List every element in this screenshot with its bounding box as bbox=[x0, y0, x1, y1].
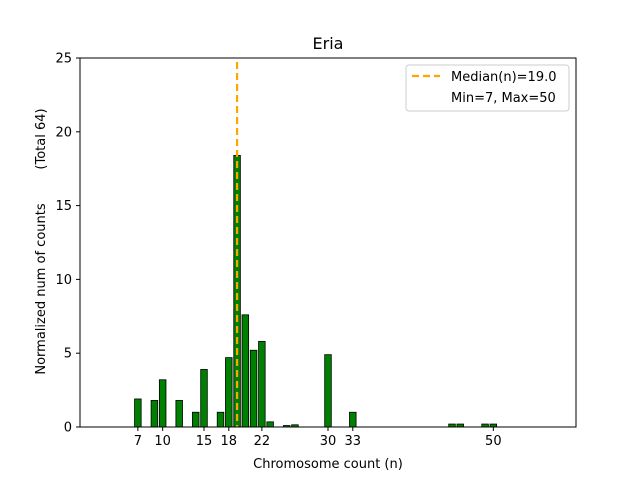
x-tick-label: 33 bbox=[345, 434, 362, 449]
x-tick-label: 18 bbox=[221, 434, 238, 449]
bar bbox=[175, 400, 183, 428]
x-axis-ticks: 7 10 15 18 22 30 33 50 bbox=[134, 427, 502, 449]
bar bbox=[225, 357, 233, 428]
x-tick-label: 50 bbox=[485, 434, 502, 449]
y-axis-total-note: (Total 64) bbox=[34, 108, 49, 169]
bar bbox=[349, 411, 357, 428]
x-tick-label: 22 bbox=[254, 434, 271, 449]
bar bbox=[150, 400, 159, 428]
x-tick-label: 15 bbox=[196, 434, 213, 449]
chart-title: Eria bbox=[313, 34, 344, 53]
bar bbox=[158, 379, 167, 428]
x-tick-label: 7 bbox=[134, 434, 142, 449]
y-axis-ticks: 0 5 10 15 20 25 bbox=[55, 52, 80, 436]
bar bbox=[192, 411, 200, 428]
x-tick-label: 10 bbox=[154, 434, 171, 449]
bar bbox=[258, 340, 266, 428]
y-tick-label: 5 bbox=[64, 347, 72, 362]
x-tick-label: 30 bbox=[320, 434, 337, 449]
bar bbox=[200, 369, 208, 428]
legend-median-label: Median(n)=19.0 bbox=[451, 70, 557, 85]
y-tick-label: 10 bbox=[55, 273, 72, 288]
bars-group bbox=[134, 155, 498, 428]
y-tick-label: 15 bbox=[55, 199, 72, 214]
bar bbox=[216, 411, 225, 428]
y-tick-label: 20 bbox=[55, 125, 72, 140]
y-tick-label: 25 bbox=[55, 52, 72, 67]
bar bbox=[266, 421, 274, 428]
y-tick-label: 0 bbox=[64, 421, 72, 436]
bar bbox=[134, 398, 142, 428]
legend-box bbox=[405, 64, 570, 112]
y-axis-label: Normalized num of counts bbox=[34, 203, 49, 374]
legend: Median(n)=19.0 Min=7, Max=50 bbox=[405, 64, 570, 112]
bar bbox=[249, 349, 258, 428]
bar bbox=[241, 314, 250, 428]
x-axis-label: Chromosome count (n) bbox=[253, 457, 403, 472]
legend-range-label: Min=7, Max=50 bbox=[451, 91, 556, 106]
bar bbox=[324, 354, 332, 428]
